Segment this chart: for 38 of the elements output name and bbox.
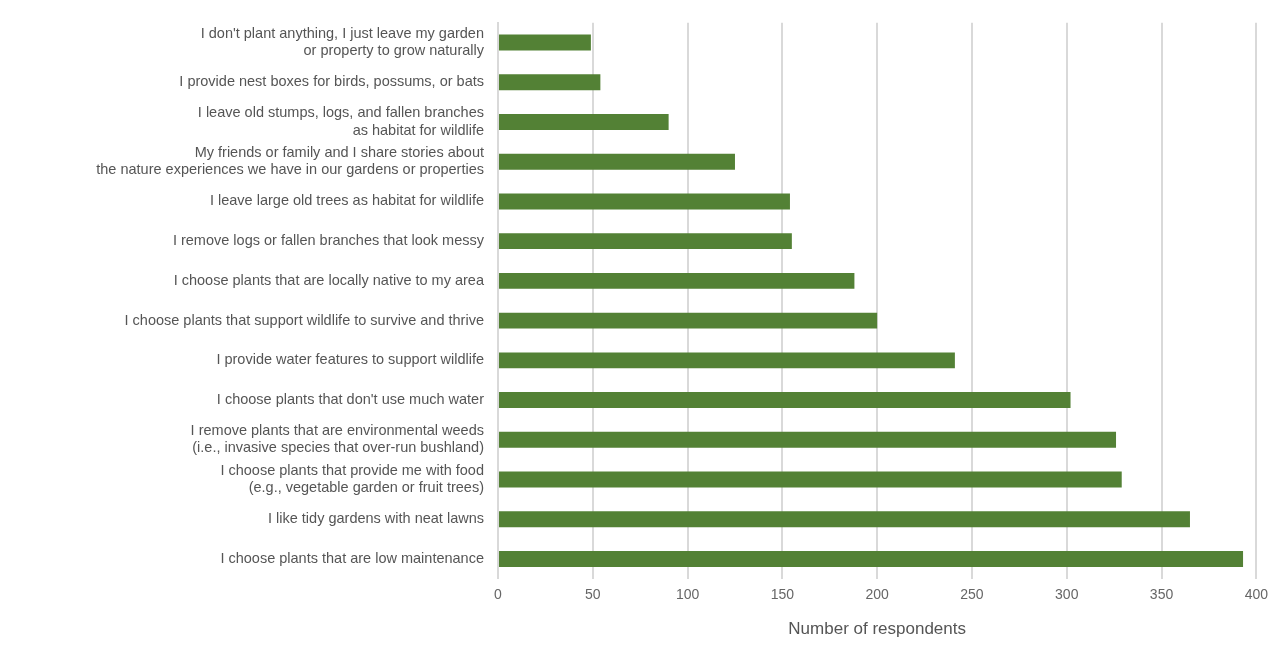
x-tick-label: 400 — [1244, 586, 1269, 603]
y-tick-label: I remove logs or fallen branches that look messy — [172, 232, 485, 249]
y-tick-label: I choose plants that support wildlife to survive and thrive — [124, 311, 484, 328]
x-tick-label: 50 — [585, 586, 601, 603]
bar — [499, 352, 955, 369]
y-tick-label: I don't plant anything, I just leave my garden or property to grow naturally — [200, 24, 485, 59]
y-tick-label: I choose plants that are locally native to my area — [173, 271, 485, 288]
x-tick-label: 350 — [1149, 586, 1174, 603]
y-tick-label: I choose plants that are low maintenance — [220, 549, 484, 566]
x-tick-label: 0 — [494, 586, 503, 603]
bar — [499, 233, 792, 250]
y-tick-label: I provide nest boxes for birds, possums, or bats — [179, 73, 484, 90]
y-tick-label: I leave large old trees as habitat for wildlife — [209, 192, 484, 209]
x-axis-title: Number of respondents — [788, 619, 966, 639]
bar — [499, 312, 878, 329]
y-tick-label: I remove plants that are environmental weeds (i.e., invasive species that over-run bushland) — [190, 422, 484, 456]
x-tick-label: 100 — [675, 586, 700, 603]
bar — [499, 114, 669, 130]
bar — [499, 511, 1190, 528]
y-tick-label: I choose plants that provide me with food (e.g., vegetable garden or fruit trees) — [220, 461, 484, 496]
y-tick-label: I choose plants that don't use much water — [216, 391, 485, 408]
x-tick-label: 300 — [1055, 586, 1079, 603]
bar — [499, 74, 601, 91]
y-tick-label: I provide water features to support wildlife — [216, 351, 484, 368]
bar — [499, 551, 1244, 567]
y-tick-label: I like tidy gardens with neat lawns — [268, 510, 484, 527]
bar — [499, 431, 1117, 448]
x-tick-label: 200 — [865, 586, 890, 603]
y-tick-label: I leave old stumps, logs, and fallen branches as habitat for wildlife — [197, 104, 484, 138]
bar — [499, 193, 790, 210]
bar — [499, 153, 735, 170]
x-tick-label: 250 — [960, 586, 984, 603]
x-tick-label: 150 — [770, 586, 795, 603]
y-tick-label: My friends or family and I share stories about the nature experiences we have in our gardens or properties — [96, 144, 484, 178]
bar — [499, 471, 1122, 488]
bar — [499, 34, 591, 51]
bar — [499, 392, 1071, 408]
bar — [499, 272, 855, 289]
